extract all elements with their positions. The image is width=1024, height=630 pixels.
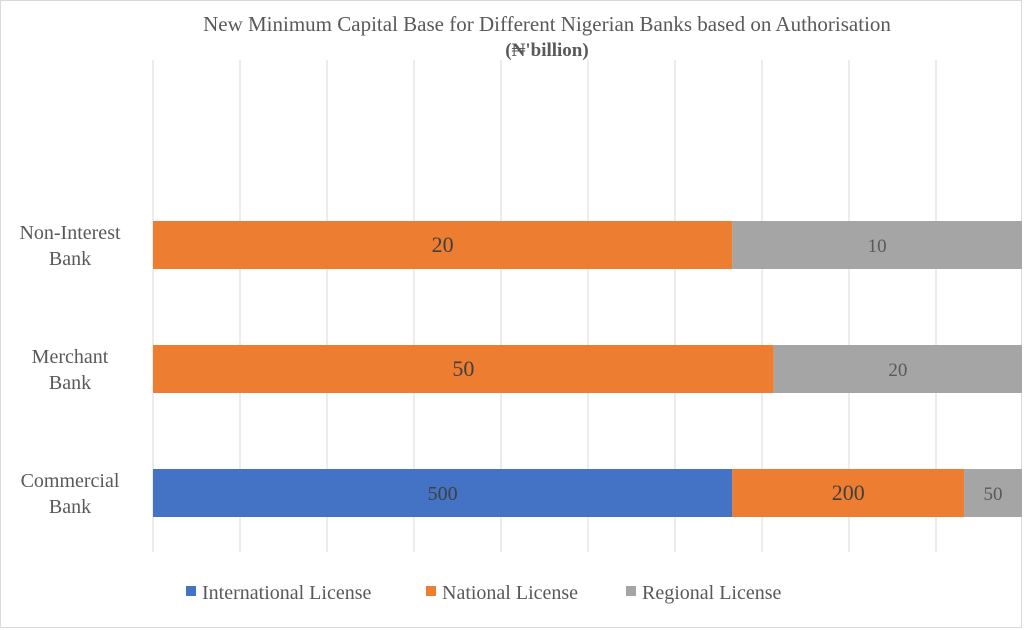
legend-swatch: [426, 586, 436, 596]
data-label: 50: [452, 356, 474, 381]
bar-segment: [153, 221, 733, 269]
bar-segment: [732, 469, 965, 517]
category-label: Non-Interest Bank: [19, 222, 121, 270]
legend-swatch: [626, 586, 636, 596]
data-label: 20: [888, 360, 907, 381]
data-label: 50: [984, 484, 1003, 505]
data-label: 20: [432, 232, 454, 257]
bar-segment: [773, 345, 1022, 393]
data-label: 200: [832, 480, 865, 505]
legend-swatch: [186, 586, 196, 596]
bar-segment: [964, 469, 1022, 517]
bars: [153, 221, 1022, 517]
data-label: 10: [868, 236, 887, 257]
category-label: Merchant Bank: [32, 346, 109, 394]
legend-label: National License: [442, 582, 578, 604]
category-labels: Commercial Bank Merchant Bank Non-Interest Ba…: [19, 222, 121, 518]
legend: International License National License Reg…: [186, 582, 782, 604]
chart-title: New Minimum Capital Base for Different N…: [203, 12, 891, 36]
legend-label: International License: [202, 582, 371, 604]
data-label: 500: [428, 483, 458, 505]
legend-label: Regional License: [642, 582, 782, 604]
chart-subtitle: (₦'billion): [505, 40, 589, 61]
bar-segment: [732, 221, 1022, 269]
category-label: Commercial Bank: [21, 470, 120, 518]
bar-labels: 500 200 50 50 20 20 10: [428, 232, 1003, 505]
bar-segment: [153, 345, 774, 393]
bar-segment: [153, 469, 733, 517]
